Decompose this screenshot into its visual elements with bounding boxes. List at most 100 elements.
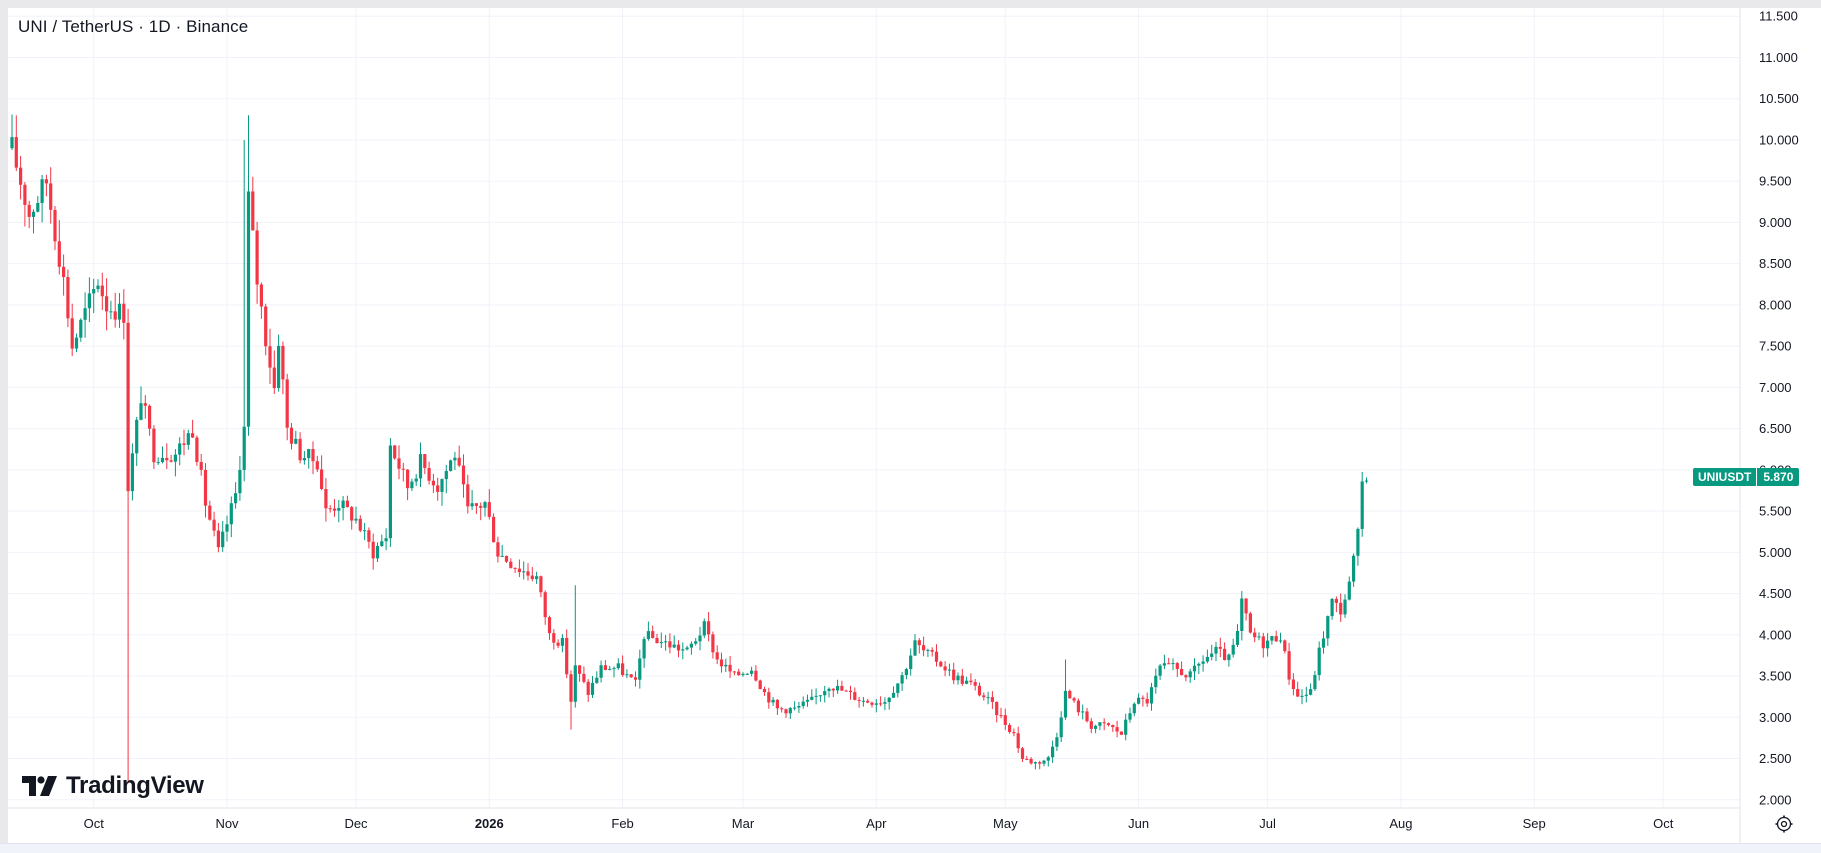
candle-up xyxy=(1197,662,1201,675)
candle-up xyxy=(1240,591,1244,641)
candle-body xyxy=(74,337,79,349)
candle-down xyxy=(324,478,328,522)
candle-down xyxy=(113,292,117,328)
candle-body xyxy=(668,641,672,648)
candle-body xyxy=(393,445,397,459)
candle-body xyxy=(332,508,337,511)
candle-down xyxy=(973,678,977,691)
candle-body xyxy=(732,671,736,673)
candle-body xyxy=(590,682,595,695)
candle-up xyxy=(470,489,474,510)
candle-down xyxy=(268,328,272,385)
candle-up xyxy=(229,496,233,538)
candle-body xyxy=(1175,663,1179,669)
candle-body xyxy=(861,700,865,702)
candle-down xyxy=(23,182,27,227)
price-tick-label: 10.500 xyxy=(1759,91,1799,106)
candle-body xyxy=(797,705,801,708)
candle-body xyxy=(1210,653,1214,657)
candle-up xyxy=(1235,624,1240,647)
candle-body xyxy=(1321,638,1326,648)
candle-down xyxy=(1111,724,1115,732)
candle-down xyxy=(1102,718,1106,731)
candle-body xyxy=(1313,675,1317,690)
candle-down xyxy=(879,696,883,707)
candle-body xyxy=(328,508,332,510)
price-tick-label: 11.000 xyxy=(1759,50,1798,65)
symbol-title[interactable]: UNI / TetherUS · 1D · Binance xyxy=(18,17,249,36)
candle-body xyxy=(504,555,509,562)
time-tick-label: Oct xyxy=(84,816,105,831)
candle-body xyxy=(973,682,977,686)
candle-up xyxy=(307,448,311,469)
time-tick-label: Dec xyxy=(344,816,368,831)
candle-body xyxy=(1283,640,1287,652)
candle-body xyxy=(1184,675,1188,678)
candle-body xyxy=(139,403,143,420)
candle-down xyxy=(999,707,1003,719)
candle-body xyxy=(1072,698,1076,701)
candle-up xyxy=(92,278,96,314)
price-axis[interactable]: 11.500 11.000 10.500 10.000 9.500 9.000 8.500 8… xyxy=(1759,9,1799,808)
candle-body xyxy=(225,524,229,532)
candle-body xyxy=(203,469,208,506)
candle-body xyxy=(694,641,698,644)
candle-body xyxy=(848,690,853,693)
candle-body xyxy=(745,673,749,675)
tradingview-logo[interactable]: TradingView xyxy=(22,772,204,800)
candle-up xyxy=(234,482,238,509)
candle-down xyxy=(19,155,23,200)
candle-body xyxy=(1124,719,1128,735)
candle-body xyxy=(337,508,341,511)
candle-body xyxy=(1231,644,1235,655)
candle-body xyxy=(1016,733,1020,749)
candle-body xyxy=(711,634,715,653)
candle-body xyxy=(702,621,706,636)
candle-body xyxy=(724,664,728,667)
time-axis[interactable]: Oct Nov Dec 2026 Feb Mar Apr May Jun Jul Aug Sep Oct xyxy=(84,816,1674,831)
candle-body xyxy=(221,531,225,548)
time-tick-label: 2026 xyxy=(475,816,504,831)
candle-body xyxy=(823,691,827,696)
candle-up xyxy=(986,691,990,705)
candle-body xyxy=(96,285,100,290)
candle-up xyxy=(1300,689,1304,705)
candle-body xyxy=(909,655,913,670)
candle-body xyxy=(1257,636,1261,638)
candle-body xyxy=(595,677,599,683)
candle-body xyxy=(182,443,186,445)
candle-up xyxy=(10,114,14,150)
candle-body xyxy=(1149,687,1154,704)
candle-body xyxy=(1089,721,1093,729)
candle-down xyxy=(315,455,319,473)
candle-up xyxy=(1309,683,1313,696)
candle-body xyxy=(62,266,66,278)
candle-down xyxy=(1167,657,1171,665)
candle-body xyxy=(1205,656,1209,662)
candle-up xyxy=(926,648,930,657)
candle-up xyxy=(750,666,754,677)
candle-down xyxy=(1261,632,1265,658)
candle-body xyxy=(302,458,306,461)
candle-body xyxy=(801,701,805,706)
candle-up xyxy=(156,457,160,466)
candle-body xyxy=(436,485,440,492)
candle-up xyxy=(414,474,418,487)
candle-body xyxy=(384,538,388,542)
candle-up xyxy=(818,695,822,702)
candle-down xyxy=(844,689,848,692)
candle-down xyxy=(427,461,431,485)
candle-body xyxy=(474,503,478,506)
candle-down xyxy=(754,665,758,682)
candle-body xyxy=(1296,689,1300,697)
candle-body xyxy=(315,461,319,470)
gear-icon[interactable] xyxy=(1775,815,1793,833)
candle-body xyxy=(887,697,891,703)
candle-down xyxy=(27,200,31,229)
candle-body xyxy=(461,465,466,485)
candle-down xyxy=(707,612,711,642)
candle-down xyxy=(1287,642,1291,685)
candle-body xyxy=(719,659,724,667)
candle-up xyxy=(590,676,595,698)
